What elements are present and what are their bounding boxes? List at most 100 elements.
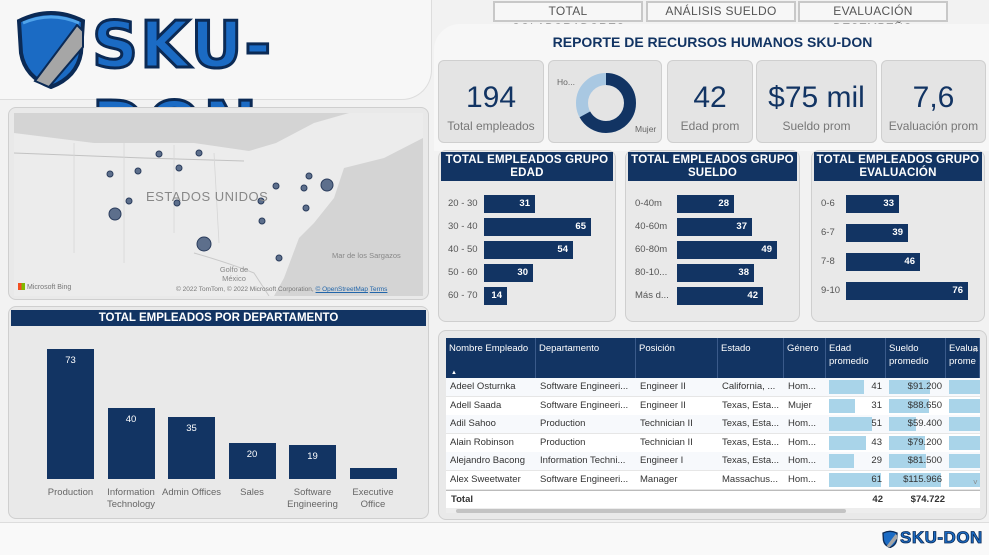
salary-data-bar: [889, 435, 925, 450]
age-bar[interactable]: 65: [484, 218, 591, 236]
age-bar[interactable]: 14: [484, 287, 507, 305]
sort-asc-icon[interactable]: ▲: [451, 370, 457, 376]
map-point[interactable]: [196, 236, 212, 252]
kpi-total-label: Total empleados: [447, 119, 535, 133]
eval-bar[interactable]: 46: [846, 253, 920, 271]
table-header-cell[interactable]: Sueldo promedio: [886, 338, 946, 378]
age-row[interactable]: 60 - 70 14: [439, 287, 615, 305]
age-row[interactable]: 30 - 40 65: [439, 218, 615, 236]
scroll-down-icon[interactable]: ˅: [973, 478, 978, 487]
table-row[interactable]: Adeel Osturnka Software Engineeri... Engin…: [446, 378, 980, 397]
age-row[interactable]: 50 - 60 30: [439, 264, 615, 282]
salary-data-bar: [889, 380, 930, 394]
eval-bar[interactable]: 76: [846, 282, 968, 300]
map-point[interactable]: [305, 172, 313, 180]
map-copyright-text: © 2022 TomTom, © 2022 Microsoft Corporat…: [176, 286, 314, 293]
table-header-cell[interactable]: Género: [784, 338, 826, 378]
salary-row[interactable]: Más d... 42: [626, 287, 799, 305]
table-cell: Texas, Esta...: [722, 455, 780, 466]
dept-bar[interactable]: 73: [47, 349, 94, 479]
table-header-cell[interactable]: Estado: [718, 338, 784, 378]
dept-bar[interactable]: [349, 468, 397, 479]
salary-bar[interactable]: 49: [677, 241, 777, 259]
table-header-cell[interactable]: Departamento: [536, 338, 636, 378]
age-bar[interactable]: 30: [484, 264, 533, 282]
eval-row[interactable]: 0-6 33: [812, 195, 984, 213]
salary-row[interactable]: 0-40m 28: [626, 195, 799, 213]
table-cell: 51: [871, 418, 882, 429]
salary-row[interactable]: 60-80m 49: [626, 241, 799, 259]
scroll-up-icon[interactable]: ˄: [973, 346, 978, 355]
age-bar[interactable]: 31: [484, 195, 535, 213]
map-country-label: ESTADOS UNIDOS: [146, 189, 269, 204]
table-header-cell[interactable]: Edad promedio: [826, 338, 886, 378]
salary-bar[interactable]: 37: [677, 218, 752, 236]
salary-bar[interactable]: 38: [677, 264, 754, 282]
map-point[interactable]: [175, 164, 183, 172]
map-point[interactable]: [272, 182, 280, 190]
salary-category-label: 80-10...: [635, 267, 668, 278]
map-point[interactable]: [125, 197, 133, 205]
salary-data-bar: [889, 398, 929, 413]
eval-row[interactable]: 6-7 39: [812, 224, 984, 242]
table-cell: Production: [540, 418, 586, 429]
table-cell: Software Engineeri...: [540, 381, 629, 392]
map-point[interactable]: [195, 149, 203, 157]
table-cell: Software Engineeri...: [540, 399, 629, 411]
dept-bar[interactable]: 20: [228, 443, 276, 479]
table-row[interactable]: Adil Sahoo Production Technician II Texas, …: [446, 415, 980, 434]
map-point[interactable]: [106, 170, 114, 178]
dept-bar[interactable]: 40: [107, 408, 155, 479]
horizontal-scrollbar[interactable]: [446, 508, 980, 513]
map-point[interactable]: [108, 207, 122, 221]
table-header-cell[interactable]: Nombre Empleado: [446, 338, 536, 378]
eval-row[interactable]: 9-10 76: [812, 282, 984, 300]
age-data-bar: [829, 380, 864, 394]
table-row[interactable]: Alex Sweetwater Software Engineeri... Mana…: [446, 470, 980, 490]
dept-bar[interactable]: 35: [168, 417, 215, 479]
nav-analisis-sueldo-button[interactable]: ANÁLISIS SUELDO: [646, 1, 796, 22]
map-osm-link[interactable]: © OpenStreetMap: [315, 286, 369, 293]
salary-row[interactable]: 40-60m 37: [626, 218, 799, 236]
eval-row[interactable]: 7-8 46: [812, 253, 984, 271]
microsoft-logo-icon: [18, 283, 25, 290]
dept-category-label: Admin Offices: [162, 487, 221, 498]
salary-row[interactable]: 80-10... 38: [626, 264, 799, 282]
table-row[interactable]: Alejandro Bacong Information Techni... Eng…: [446, 452, 980, 471]
total-salary: $74.722: [910, 494, 945, 505]
map-point[interactable]: [300, 184, 308, 192]
table-header-cell[interactable]: Evalua prome: [946, 338, 980, 378]
table-header-cell[interactable]: Posición: [636, 338, 718, 378]
salary-category-label: Más d...: [635, 290, 669, 301]
table-cell: $59.400: [907, 418, 942, 429]
nav-evaluacion-desempeno-button[interactable]: EVALUACIÓN DESEMPEÑO: [798, 1, 948, 35]
total-label: Total: [451, 494, 473, 505]
table-row[interactable]: Alain Robinson Production Technician II Tex…: [446, 433, 980, 453]
age-chart-panel: TOTAL EMPLEADOS GRUPO EDAD 20 - 30 31 30 -…: [438, 150, 616, 322]
scrollbar-thumb[interactable]: [456, 509, 846, 513]
map-point[interactable]: [258, 217, 266, 225]
salary-bar[interactable]: 42: [677, 287, 763, 305]
map-point[interactable]: [134, 167, 142, 175]
map-point[interactable]: [173, 199, 181, 207]
map-terms-link[interactable]: Terms: [369, 286, 388, 293]
dept-chart: 73 Production 40 Information Technology 35 Ad…: [9, 329, 428, 519]
map[interactable]: ESTADOS UNIDOS Golfo de México Mar de lo…: [14, 113, 423, 296]
table-cell: California, ...: [722, 381, 776, 392]
map-point[interactable]: [320, 178, 334, 192]
nav-total-colaboradores-button[interactable]: TOTAL COLABORADORES: [493, 1, 643, 35]
age-category-label: 30 - 40: [448, 221, 478, 232]
age-row[interactable]: 20 - 30 31: [439, 195, 615, 213]
map-point[interactable]: [302, 204, 310, 212]
age-row[interactable]: 40 - 50 54: [439, 241, 615, 259]
eval-bar[interactable]: 39: [846, 224, 908, 242]
eval-bar[interactable]: 33: [846, 195, 899, 213]
map-point[interactable]: [155, 150, 163, 158]
age-bar[interactable]: 54: [484, 241, 573, 259]
table-row[interactable]: Adell Saada Software Engineeri... Engineer…: [446, 396, 980, 416]
age-data-bar: [829, 417, 872, 431]
dept-bar[interactable]: 19: [289, 445, 336, 479]
salary-bar[interactable]: 28: [677, 195, 734, 213]
map-point[interactable]: [275, 254, 283, 262]
map-point[interactable]: [257, 197, 265, 205]
